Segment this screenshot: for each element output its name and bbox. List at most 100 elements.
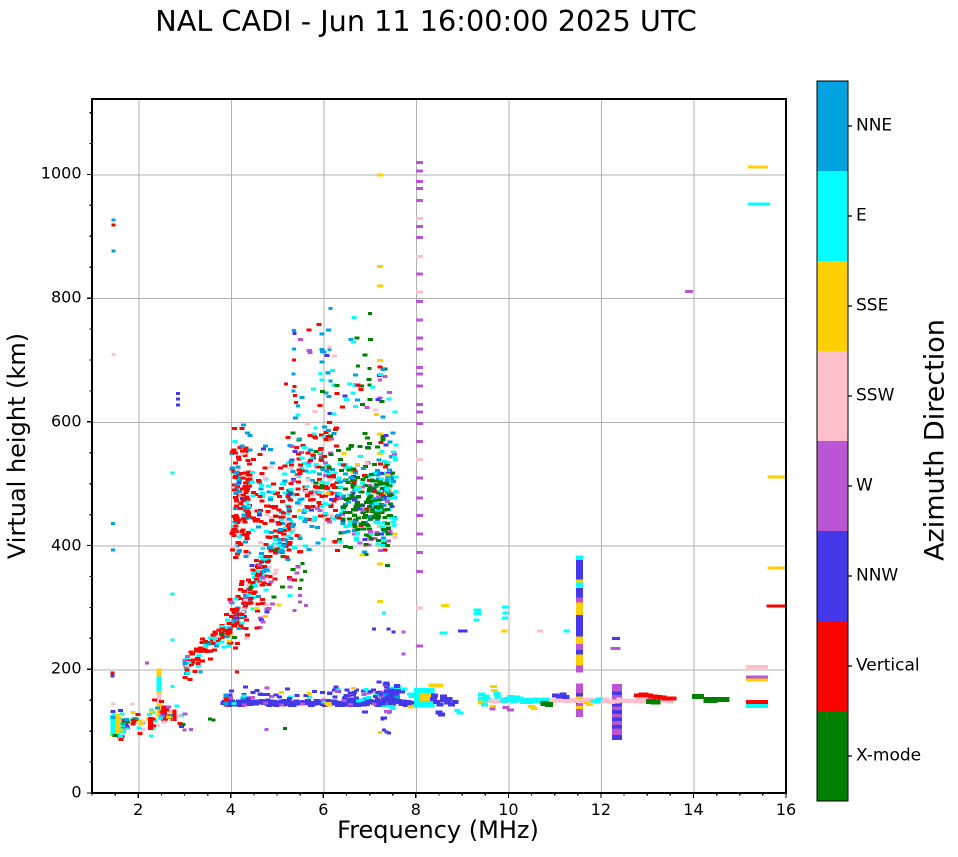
x-tick-label: 2: [133, 800, 144, 819]
data-point: [416, 532, 424, 536]
data-point: [387, 711, 391, 715]
data-point: [255, 518, 261, 522]
data-point: [280, 500, 286, 504]
data-point: [703, 697, 718, 704]
data-point: [383, 465, 389, 469]
data-point: [156, 682, 162, 687]
data-point: [248, 597, 254, 601]
data-point: [416, 458, 424, 462]
data-point: [255, 602, 261, 606]
data-point: [233, 619, 239, 623]
data-point: [364, 533, 369, 537]
data-point: [416, 347, 424, 351]
data-point: [234, 621, 240, 625]
data-point: [304, 422, 310, 426]
data-point: [345, 480, 351, 484]
data-point: [473, 608, 482, 612]
data-point: [261, 581, 267, 585]
data-point: [576, 683, 584, 689]
data-point: [121, 722, 127, 726]
data-point: [394, 695, 401, 700]
data-point: [372, 462, 377, 466]
data-point: [306, 328, 312, 332]
data-point: [319, 505, 325, 509]
data-point: [138, 719, 144, 723]
data-point: [314, 506, 320, 510]
data-point: [368, 530, 374, 533]
data-point: [388, 516, 394, 520]
data-point: [378, 532, 384, 536]
data-point: [317, 514, 323, 518]
data-point: [249, 480, 255, 484]
data-point: [123, 724, 129, 728]
data-point: [163, 717, 169, 721]
data-point: [767, 566, 786, 570]
data-point: [290, 568, 296, 572]
data-point: [324, 481, 330, 485]
data-point: [576, 614, 584, 620]
data-point: [241, 423, 246, 427]
data-point: [258, 484, 264, 488]
data-point: [407, 705, 415, 709]
data-point: [612, 710, 623, 716]
data-point: [379, 450, 385, 454]
data-point: [377, 365, 383, 369]
data-point: [347, 691, 353, 695]
data-point: [259, 583, 265, 587]
data-point: [391, 523, 397, 527]
data-point: [246, 578, 251, 582]
data-point: [332, 540, 338, 544]
data-point: [341, 699, 347, 703]
data-point: [375, 542, 381, 546]
data-point: [364, 436, 370, 440]
data-point: [270, 602, 276, 606]
data-point: [262, 444, 268, 448]
data-point: [576, 564, 584, 570]
data-point: [258, 520, 264, 523]
data-point: [425, 692, 433, 698]
data-point: [416, 403, 424, 407]
colorbar-tick-label: NNE: [856, 115, 893, 136]
data-point: [386, 472, 392, 475]
data-point: [352, 384, 358, 388]
data-point: [268, 448, 273, 452]
data-point: [370, 506, 376, 510]
data-point: [223, 693, 229, 698]
data-point: [348, 703, 354, 707]
data-point: [745, 678, 768, 682]
data-point: [319, 433, 325, 437]
data-point: [316, 465, 322, 469]
data-point: [208, 717, 212, 721]
data-point: [259, 499, 265, 503]
data-point: [282, 526, 288, 530]
data-point: [377, 562, 384, 566]
data-point: [562, 695, 570, 700]
data-point: [265, 559, 271, 563]
data-point: [213, 632, 219, 636]
data-point: [354, 688, 360, 692]
data-point: [322, 501, 328, 505]
data-point: [285, 512, 291, 516]
data-point: [130, 702, 135, 706]
data-point: [576, 611, 584, 617]
data-point: [235, 465, 241, 469]
data-point: [295, 565, 301, 569]
data-point: [366, 699, 372, 703]
data-point: [150, 726, 156, 730]
data-point: [612, 687, 623, 693]
data-point: [273, 529, 279, 533]
data-point: [264, 530, 269, 533]
data-point: [373, 485, 379, 488]
data-point: [328, 452, 334, 456]
data-point: [327, 411, 333, 415]
data-point: [334, 491, 340, 495]
data-point: [212, 640, 218, 644]
data-point: [245, 511, 251, 515]
data-point: [364, 461, 370, 465]
data-point: [416, 570, 424, 574]
data-point: [384, 689, 390, 694]
data-point: [320, 698, 326, 702]
data-point: [120, 718, 126, 722]
data-point: [200, 659, 205, 663]
data-point: [156, 693, 162, 698]
